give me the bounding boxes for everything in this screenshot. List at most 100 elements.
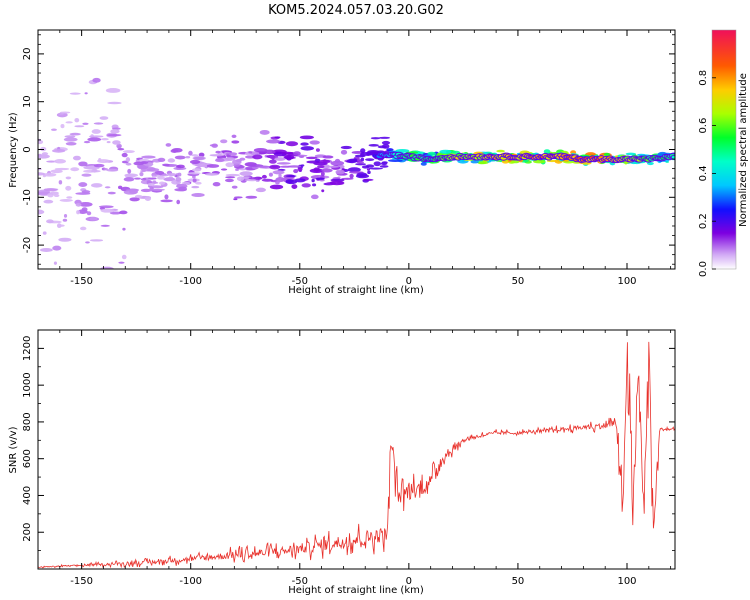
heat-cell	[87, 137, 102, 142]
heat-cell	[181, 181, 191, 185]
spectrogram-x-axis-label: Height of straight line (km)	[288, 285, 424, 296]
heat-cell	[69, 92, 81, 95]
heat-cell	[129, 189, 139, 194]
heat-cell	[322, 155, 334, 159]
x-tick-label: -150	[70, 576, 93, 587]
heat-cell	[259, 129, 270, 135]
heat-cell	[124, 173, 139, 177]
heat-cell	[360, 157, 365, 162]
heat-cell	[125, 162, 132, 166]
heat-cell	[346, 158, 358, 164]
snr-x-ticks: -150 -100 -50 0 50 100	[37, 330, 672, 587]
heat-cell	[74, 125, 85, 128]
heat-cell	[106, 133, 122, 137]
heat-cell	[236, 176, 245, 182]
heat-cell	[92, 77, 101, 83]
heat-cell	[191, 185, 200, 189]
heat-cell	[255, 187, 266, 193]
heat-cell	[381, 143, 390, 149]
heat-cell	[294, 178, 306, 183]
heat-cell	[311, 178, 315, 183]
figure-title: KOM5.2024.057.03.20.G02	[268, 3, 444, 18]
heat-cell	[65, 185, 72, 191]
heat-cell	[139, 161, 149, 165]
y-tick-label: 600	[22, 449, 33, 468]
heat-cell	[86, 211, 92, 216]
heat-cell	[90, 183, 103, 188]
heat-cell	[340, 149, 348, 155]
heat-cell	[138, 158, 150, 162]
heat-cell	[139, 171, 144, 177]
heat-cell	[89, 216, 98, 221]
heat-cell	[380, 162, 388, 166]
heat-cell	[341, 177, 354, 180]
heat-cell	[232, 159, 242, 165]
heat-cell	[312, 183, 317, 187]
x-tick-label: 50	[512, 276, 525, 287]
heat-cell	[231, 134, 237, 138]
x-tick-label: 100	[617, 276, 636, 287]
snr-y-ticks: 200 400 600 800 1000 1200	[22, 329, 675, 552]
colorbar-ticks: 0.0 0.2 0.4 0.6 0.8	[698, 70, 716, 277]
heat-cell	[117, 185, 123, 190]
colorbar-gradient	[712, 30, 736, 269]
heat-cell	[98, 157, 102, 162]
heat-cell	[74, 118, 80, 123]
heat-cell	[315, 177, 325, 180]
heat-cell	[152, 175, 157, 178]
heat-cell	[420, 162, 427, 166]
heat-cell	[319, 159, 331, 164]
heat-cell	[603, 152, 611, 157]
snr-plot-area	[38, 330, 675, 569]
heat-cell	[38, 273, 44, 277]
x-tick-label: -50	[292, 276, 308, 287]
heat-cell	[38, 172, 46, 176]
heat-cell	[244, 178, 259, 182]
heat-cell	[315, 148, 320, 152]
heat-cell	[192, 178, 197, 183]
heat-cell	[297, 167, 303, 172]
heat-cell	[53, 193, 60, 198]
heat-cell	[140, 178, 147, 181]
heat-cell	[543, 149, 551, 155]
heat-cell	[89, 239, 104, 242]
colorbar-label: Normalized spectral amplitude	[738, 73, 749, 227]
heat-cell	[293, 169, 299, 174]
heat-cell	[146, 167, 160, 172]
heat-cell	[147, 182, 155, 187]
heat-cell	[261, 174, 267, 179]
heat-cell	[347, 167, 361, 173]
heat-cell	[106, 269, 111, 273]
y-tick-label: -10	[22, 189, 33, 205]
heat-cell	[192, 175, 196, 179]
heat-cell	[317, 165, 325, 169]
y-tick-label: 1000	[22, 372, 33, 397]
heat-cell	[176, 164, 185, 169]
heat-cell	[178, 186, 187, 192]
heat-cell	[106, 141, 111, 144]
heat-cell	[41, 152, 49, 156]
heat-cell	[231, 185, 238, 189]
spectrogram-x-ticks: -150 -100 -50 0 50 100	[37, 30, 672, 287]
heat-cell	[43, 188, 58, 192]
heat-cell	[106, 168, 119, 172]
heat-cell	[188, 150, 193, 156]
heat-cell	[112, 140, 121, 145]
colorbar-tick-label: 0.4	[698, 165, 709, 181]
heat-cell	[117, 147, 125, 151]
heat-cell	[360, 148, 366, 154]
heat-cell	[387, 159, 403, 163]
x-tick-label: 50	[512, 576, 525, 587]
spectrogram-y-ticks: -20 -10 0 10 20	[22, 34, 675, 265]
heat-cell	[50, 169, 63, 174]
heat-cell	[211, 143, 218, 148]
heat-cell	[81, 207, 88, 212]
heat-cell	[257, 165, 270, 168]
heat-cell	[320, 171, 325, 177]
heat-cell	[533, 159, 546, 164]
heat-cell	[100, 224, 110, 227]
x-tick-label: -150	[70, 276, 93, 287]
heat-cell	[167, 172, 177, 177]
heat-cell	[51, 128, 57, 131]
heat-cell	[251, 166, 259, 170]
